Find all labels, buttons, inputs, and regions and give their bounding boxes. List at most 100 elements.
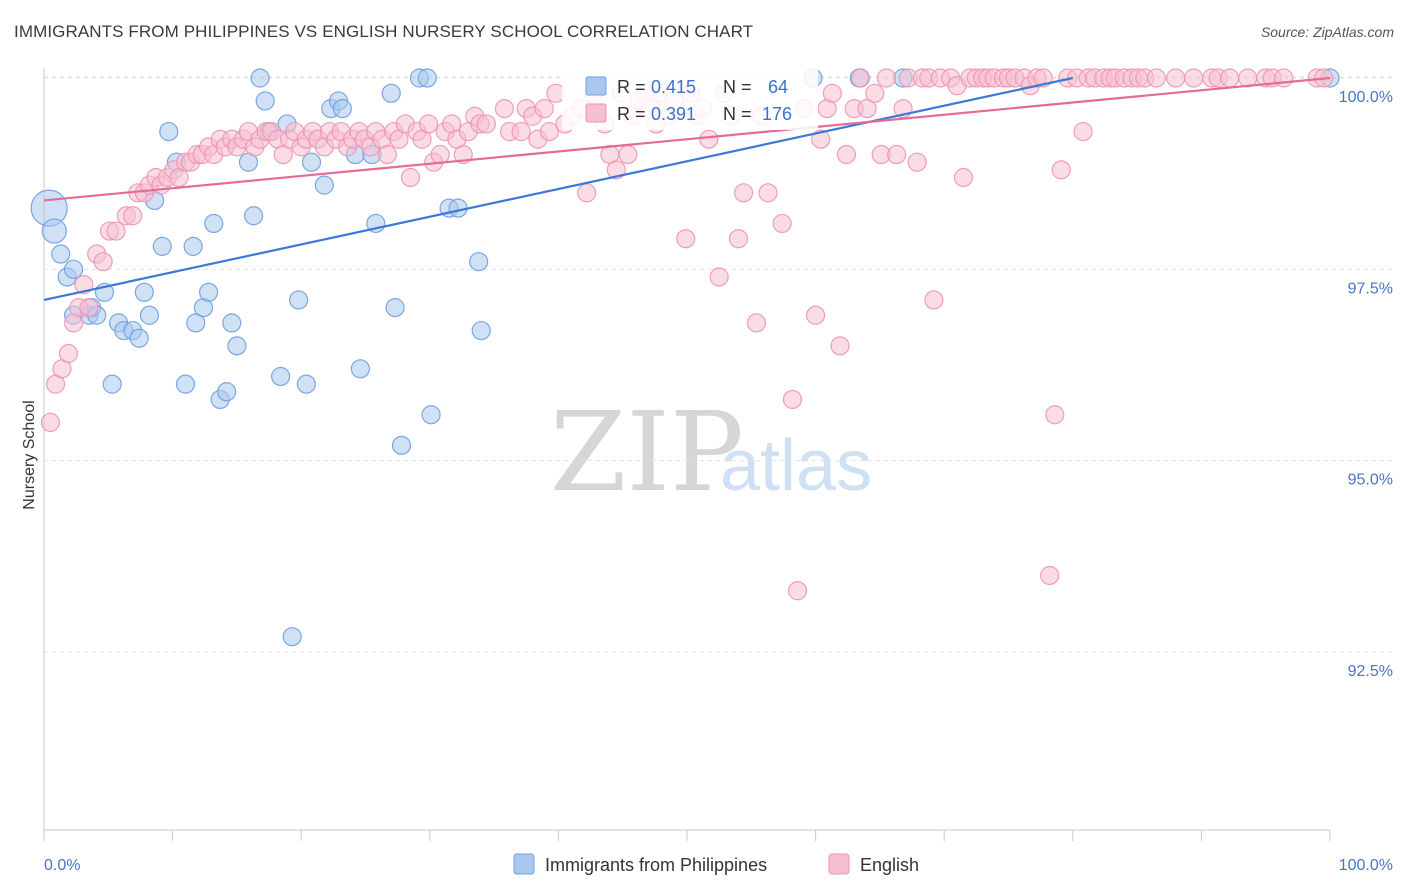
point-english — [907, 152, 927, 172]
point-english — [618, 144, 638, 165]
point-english — [400, 167, 421, 188]
point-philippines — [381, 83, 401, 103]
point-philippines — [183, 236, 203, 256]
legend-r-value-1: 0.415 — [651, 77, 696, 97]
x-tick-label-max: 100.0% — [1339, 857, 1393, 874]
point-philippines — [385, 298, 405, 318]
point-philippines — [448, 198, 468, 218]
point-philippines — [186, 313, 206, 333]
point-philippines — [282, 627, 302, 647]
point-english — [1073, 121, 1093, 142]
point-english — [857, 99, 877, 119]
point-english — [430, 144, 450, 165]
point-english — [1045, 405, 1065, 425]
point-philippines — [391, 435, 412, 455]
legend-swatch-philippines — [585, 76, 607, 96]
y-tick-label: 100.0% — [1339, 89, 1393, 106]
point-philippines — [159, 121, 179, 142]
point-english — [699, 129, 719, 149]
point-english — [924, 290, 944, 310]
point-philippines — [222, 313, 242, 333]
watermark-zip: ZIP — [550, 388, 744, 516]
point-philippines — [217, 382, 237, 402]
point-english — [787, 581, 808, 601]
stats-legend: R = 0.415 N = 64 R = 0.391 N = 176 — [562, 68, 818, 130]
point-english — [58, 343, 79, 364]
x-tick-label-min: 0.0% — [44, 857, 80, 874]
point-english — [476, 114, 496, 134]
bottom-legend-swatch-english — [828, 853, 850, 875]
legend-n-value-2: 176 — [762, 104, 792, 124]
point-philippines — [139, 305, 160, 325]
point-english — [709, 267, 729, 287]
trend-line-philippines — [43, 76, 1074, 302]
point-english — [494, 99, 514, 119]
point-english — [606, 160, 626, 180]
point-english — [758, 183, 778, 203]
point-philippines — [301, 152, 322, 172]
point-english — [79, 298, 99, 318]
point-philippines — [227, 336, 247, 356]
watermark-atlas: atlas — [720, 426, 872, 506]
point-philippines — [51, 244, 71, 264]
point-philippines — [250, 68, 270, 88]
point-english — [733, 183, 754, 203]
point-english — [676, 229, 696, 249]
point-english — [539, 121, 559, 142]
point-english — [830, 336, 850, 356]
point-english — [1040, 565, 1060, 586]
point-philippines — [63, 259, 84, 279]
point-philippines — [204, 213, 224, 234]
point-philippines — [469, 252, 489, 272]
point-english — [377, 144, 397, 165]
point-english — [865, 83, 885, 103]
point-english — [811, 129, 831, 149]
series-legend: Immigrants from Philippines English — [513, 853, 919, 875]
point-english — [876, 68, 896, 88]
point-philippines — [417, 68, 437, 88]
point-english — [822, 83, 842, 103]
point-english — [1220, 68, 1240, 88]
point-english — [534, 99, 554, 119]
point-english — [1184, 68, 1204, 88]
point-english — [511, 121, 531, 142]
point-english — [836, 144, 857, 165]
point-philippines — [350, 359, 370, 379]
point-philippines — [471, 320, 491, 341]
point-english — [1166, 68, 1186, 88]
point-english — [782, 389, 803, 410]
y-tick-label: 95.0% — [1348, 472, 1393, 489]
point-english — [418, 114, 439, 134]
y-tick-label: 97.5% — [1348, 280, 1393, 297]
point-philippines — [134, 282, 154, 302]
point-english — [851, 68, 871, 88]
y-tick-label: 92.5% — [1348, 663, 1393, 680]
point-philippines — [152, 236, 172, 256]
point-philippines — [41, 218, 67, 244]
point-philippines — [332, 99, 352, 119]
axis-ticks: 100.0% 97.5% 95.0% 92.5% — [43, 89, 1393, 841]
point-english — [106, 221, 126, 241]
point-philippines — [271, 366, 291, 387]
legend-r-label-1: R = — [617, 77, 646, 97]
trend-lines — [43, 76, 1331, 302]
point-english — [1274, 68, 1294, 88]
legend-swatch-english — [585, 103, 607, 123]
point-philippines — [314, 175, 334, 195]
point-english — [93, 252, 113, 272]
point-english — [577, 183, 597, 203]
point-philippines — [244, 206, 264, 226]
series-english-points — [40, 68, 1334, 601]
point-philippines — [175, 374, 196, 394]
point-english — [953, 167, 974, 188]
point-english — [1146, 68, 1166, 88]
point-english — [805, 305, 826, 325]
bottom-legend-label-philippines: Immigrants from Philippines — [545, 855, 767, 875]
source-credit: Source: ZipAtlas.com — [1260, 24, 1394, 40]
legend-n-label-1: N = — [723, 77, 752, 97]
point-english — [40, 412, 61, 432]
point-philippines — [296, 374, 316, 394]
point-english — [728, 229, 749, 249]
bottom-legend-label-english: English — [860, 855, 919, 875]
